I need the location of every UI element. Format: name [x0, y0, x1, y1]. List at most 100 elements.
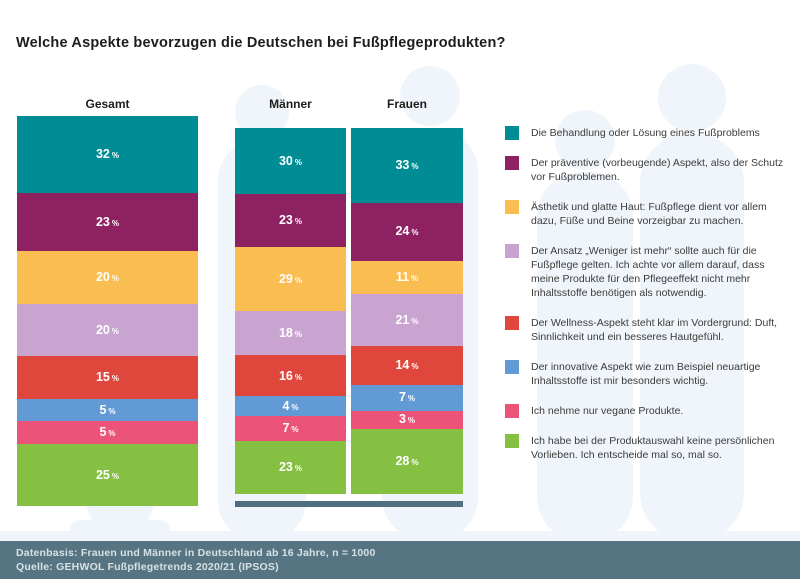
bar-segment: 5%	[17, 398, 198, 421]
footer-datenbasis: Datenbasis: Frauen und Männer in Deutsch…	[16, 547, 376, 559]
percent-sign: %	[291, 402, 299, 412]
bar-segment: 4%	[235, 396, 346, 416]
bar-segment: 11%	[351, 260, 463, 294]
bar-segment: 23%	[235, 193, 346, 247]
bar-segment: 23%	[17, 192, 198, 251]
segment-value-label: 5%	[99, 425, 116, 439]
legend-color-swatch	[505, 360, 519, 374]
legend-item: Ich nehme nur vegane Produkte.	[505, 404, 791, 418]
bar-segment: 18%	[235, 310, 346, 356]
percent-sign: %	[111, 374, 120, 383]
stacked-bar-gesamt: 32% 23% 20% 20% 15% 5% 5% 25%	[17, 116, 198, 506]
footer-quelle: Quelle: GEHWOL Fußpflegetrends 2020/21 (…	[16, 561, 279, 573]
percent-sign: %	[407, 416, 416, 426]
legend-color-swatch	[505, 244, 519, 258]
percent-sign: %	[111, 471, 120, 481]
stacked-bar-maenner: 30% 23% 29% 18% 16% 4% 7% 23%	[235, 128, 346, 494]
percent-sign: %	[111, 151, 120, 160]
legend-label: Ästhetik und glatte Haut: Fußpflege dien…	[531, 201, 767, 227]
percent-sign: %	[411, 228, 419, 238]
legend-item: Der innovative Aspekt wie zum Beispiel n…	[505, 360, 791, 388]
legend-label: Der Wellness-Aspekt steht klar im Vorder…	[531, 317, 778, 343]
legend-color-swatch	[505, 404, 519, 418]
segment-value-label: 7%	[282, 421, 299, 435]
percent-sign: %	[111, 218, 120, 228]
bar-segment: 32%	[17, 116, 198, 193]
segment-value-label: 23%	[278, 213, 303, 228]
bar-segment: 3%	[351, 410, 463, 429]
bar-segment: 24%	[351, 202, 463, 261]
legend-item: Ästhetik und glatte Haut: Fußpflege dien…	[505, 200, 791, 228]
segment-value-label: 21%	[395, 312, 419, 327]
legend-item: Der Ansatz „Weniger ist mehr“ sollte auc…	[505, 244, 791, 300]
bar-segment: 20%	[17, 251, 198, 304]
source-footer: Datenbasis: Frauen und Männer in Deutsch…	[0, 541, 800, 579]
percent-sign: %	[111, 326, 120, 336]
percent-sign: %	[411, 162, 419, 172]
column-header-gesamt: Gesamt	[85, 97, 130, 111]
segment-value-label: 5%	[99, 402, 116, 417]
legend-color-swatch	[505, 434, 519, 448]
percent-sign: %	[411, 316, 419, 326]
legend: Die Behandlung oder Lösung eines Fußprob…	[505, 126, 791, 462]
bar-segment: 33%	[351, 128, 463, 203]
segment-value-label: 4%	[282, 398, 299, 413]
legend-label: Der innovative Aspekt wie zum Beispiel n…	[531, 361, 761, 387]
legend-label: Der präventive (vorbeugende) Aspekt, als…	[531, 157, 784, 183]
legend-item: Die Behandlung oder Lösung eines Fußprob…	[505, 126, 791, 140]
bar-segment: 30%	[235, 128, 346, 194]
column-header-frauen: Frauen	[386, 97, 427, 111]
segment-value-label: 20%	[95, 270, 120, 284]
percent-sign: %	[294, 157, 303, 167]
legend-label: Ich nehme nur vegane Produkte.	[531, 405, 684, 417]
segment-value-label: 14%	[395, 358, 419, 373]
percent-sign: %	[407, 394, 416, 404]
segment-value-label: 25%	[95, 467, 120, 482]
percent-sign: %	[108, 406, 116, 416]
bar-segment: 25%	[17, 443, 198, 506]
percent-sign: %	[294, 275, 303, 285]
percent-sign: %	[291, 425, 299, 434]
legend-item: Der präventive (vorbeugende) Aspekt, als…	[505, 156, 791, 184]
percent-sign: %	[294, 329, 303, 339]
bar-segment: 20%	[17, 303, 198, 356]
segment-value-label: 23%	[95, 214, 120, 229]
segment-value-label: 30%	[278, 153, 303, 168]
bar-segment: 14%	[351, 345, 463, 385]
segment-value-label: 32%	[95, 147, 120, 161]
segment-value-label: 16%	[278, 368, 303, 383]
bar-segment: 29%	[235, 246, 346, 311]
page-title: Welche Aspekte bevorzugen die Deutschen …	[16, 35, 506, 51]
stacked-bar-frauen: 33% 24% 11% 21% 14% 7% 3% 28%	[351, 128, 463, 494]
segment-value-label: 11%	[395, 269, 419, 284]
segment-value-label: 15%	[95, 370, 120, 384]
bar-segment: 28%	[351, 428, 463, 494]
legend-item: Der Wellness-Aspekt steht klar im Vorder…	[505, 316, 791, 344]
segment-value-label: 24%	[395, 224, 419, 239]
bar-segment: 15%	[17, 356, 198, 399]
legend-item: Ich habe bei der Produktauswahl keine pe…	[505, 434, 791, 462]
percent-sign: %	[294, 217, 303, 227]
gender-group-underline	[235, 501, 463, 507]
percent-sign: %	[294, 464, 303, 474]
percent-sign: %	[411, 458, 419, 468]
segment-value-label: 28%	[395, 454, 419, 469]
bar-segment: 23%	[235, 440, 346, 494]
segment-value-label: 3%	[398, 412, 416, 427]
legend-color-swatch	[505, 316, 519, 330]
percent-sign: %	[411, 273, 419, 283]
legend-color-swatch	[505, 156, 519, 170]
segment-value-label: 23%	[278, 460, 303, 475]
segment-value-label: 7%	[398, 390, 416, 405]
column-header-maenner: Männer	[269, 97, 312, 111]
legend-color-swatch	[505, 200, 519, 214]
legend-label: Die Behandlung oder Lösung eines Fußprob…	[531, 127, 760, 139]
percent-sign: %	[111, 274, 120, 283]
segment-value-label: 29%	[278, 271, 303, 286]
bar-segment: 16%	[235, 355, 346, 397]
bar-segment: 21%	[351, 293, 463, 346]
legend-label: Der Ansatz „Weniger ist mehr“ sollte auc…	[531, 245, 765, 299]
percent-sign: %	[108, 429, 116, 438]
segment-value-label: 33%	[395, 158, 419, 173]
